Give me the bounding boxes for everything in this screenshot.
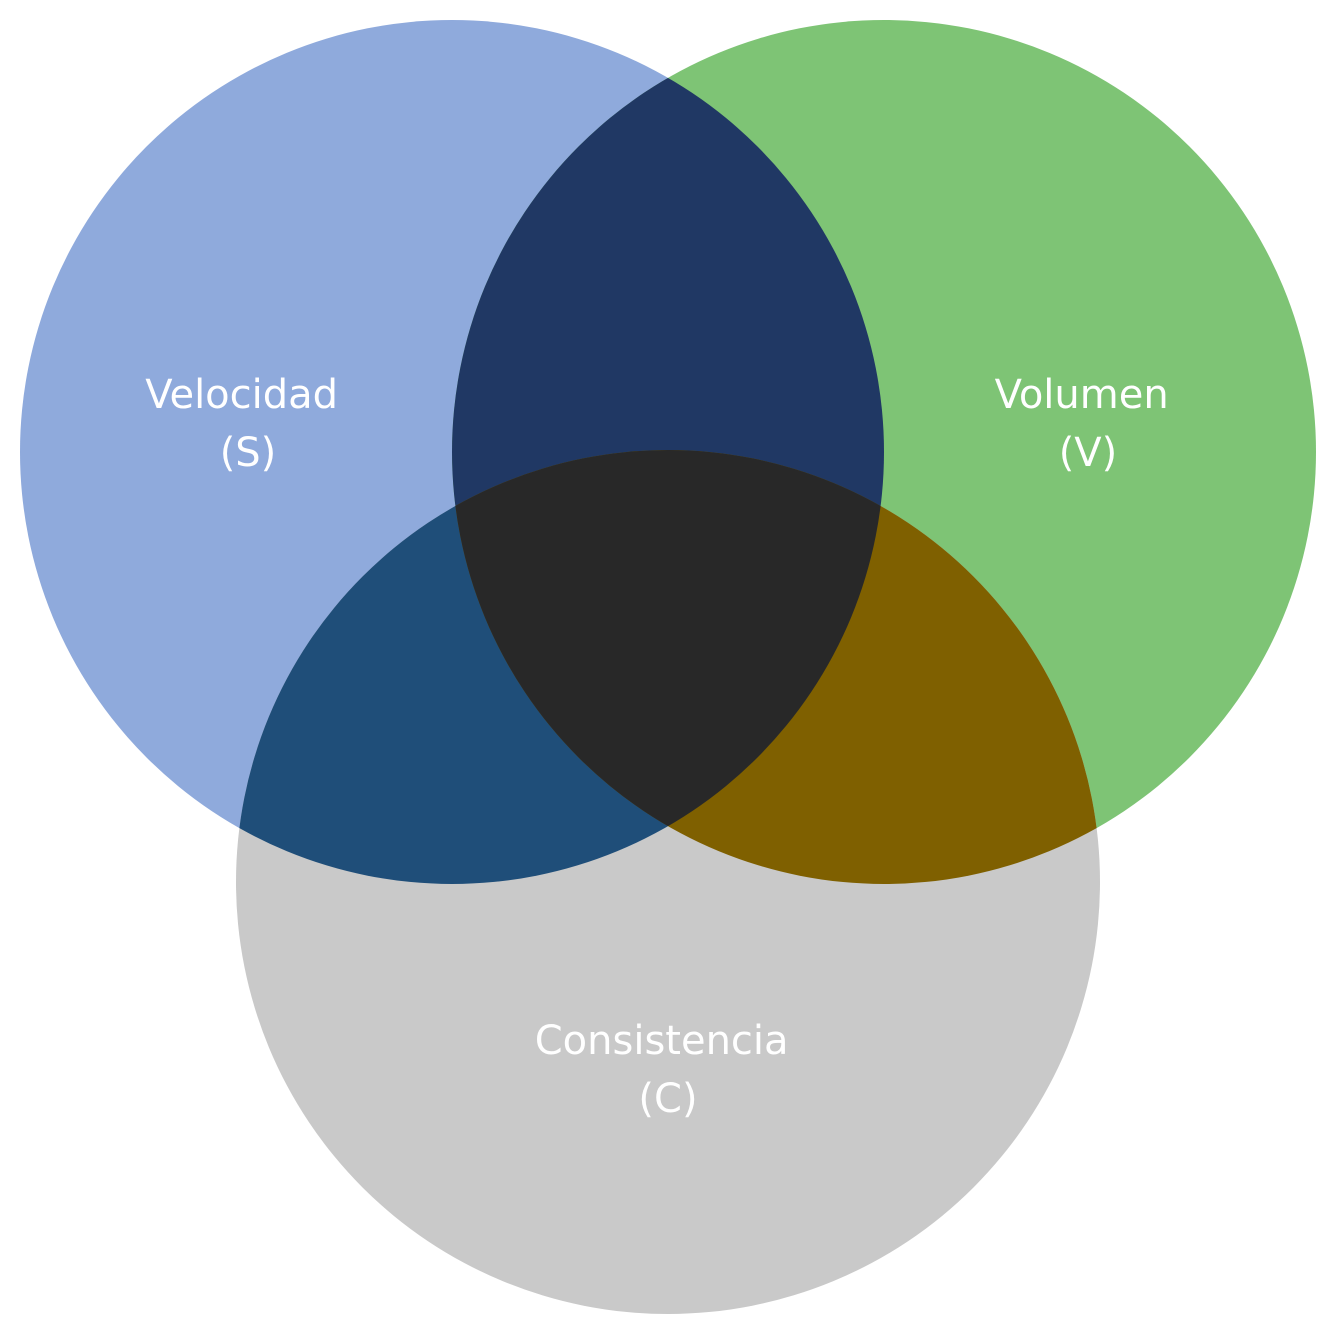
label-consistencia: Consistencia (C)	[535, 1018, 802, 1122]
label-volumen: Volumen (V)	[995, 372, 1182, 476]
label-consistencia-name: Consistencia	[535, 1018, 789, 1064]
label-volumen-name: Volumen	[995, 372, 1169, 418]
label-velocidad-name: Velocidad	[145, 372, 338, 418]
label-consistencia-abbr: (C)	[638, 1076, 697, 1122]
label-volumen-abbr: (V)	[1059, 430, 1118, 476]
label-velocidad-abbr: (S)	[220, 430, 277, 476]
label-velocidad: Velocidad (S)	[145, 372, 351, 476]
